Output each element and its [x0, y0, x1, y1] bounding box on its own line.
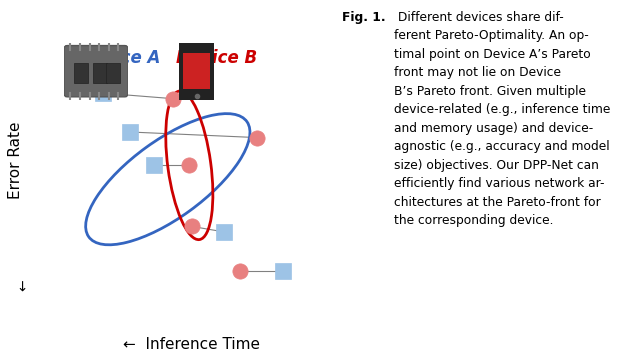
- Text: Device B: Device B: [176, 49, 257, 67]
- Text: ←: ←: [17, 279, 31, 290]
- FancyBboxPatch shape: [64, 46, 128, 97]
- Bar: [93, 63, 107, 83]
- Text: Error Rate: Error Rate: [8, 121, 24, 199]
- Text: Device A: Device A: [79, 49, 161, 67]
- Bar: [184, 53, 210, 89]
- Bar: [106, 63, 120, 83]
- FancyBboxPatch shape: [178, 39, 216, 103]
- Text: ←  Inference Time: ← Inference Time: [124, 337, 260, 352]
- Bar: [74, 63, 88, 83]
- Text: Fig. 1.: Fig. 1.: [342, 11, 386, 24]
- Text: Different devices share dif-
ferent Pareto-Optimality. An op-
timal point on Dev: Different devices share dif- ferent Pare…: [394, 11, 611, 227]
